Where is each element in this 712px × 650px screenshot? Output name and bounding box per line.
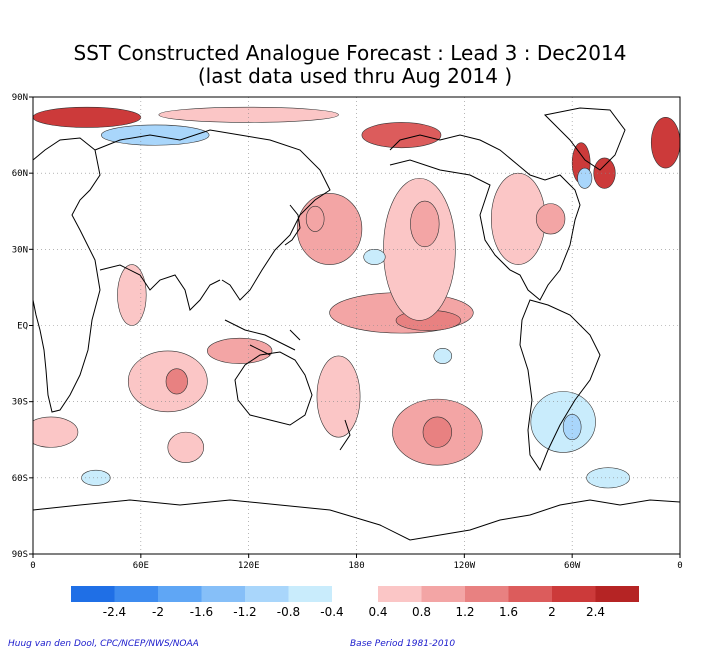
colorbar-pos-label-3: 1.6 (499, 605, 518, 619)
y-tick-label-0: 90N (12, 93, 28, 103)
colorbar-pos-swatch-5 (595, 586, 639, 602)
anomaly-region-29 (433, 348, 453, 364)
colorbar-pos-label-0: 0.4 (368, 605, 387, 619)
x-tick-label-1: 60E (133, 561, 149, 571)
anomaly-region-26 (363, 249, 386, 265)
anomaly-region-9 (535, 203, 566, 235)
colorbar-pos-label-5: 2.4 (586, 605, 605, 619)
colorbar-neg-label-5: -0.4 (320, 605, 343, 619)
coastline-greenland (543, 107, 626, 171)
colorbar-pos-swatch-4 (552, 586, 596, 602)
anomaly-region-7 (422, 416, 453, 448)
chart-subtitle: (last data used thru Aug 2014 ) (198, 64, 512, 88)
anomaly-region-23 (100, 124, 210, 146)
colorbar-neg-label-4: -0.8 (277, 605, 300, 619)
coastline-asia-north (94, 129, 331, 301)
colorbar-pos-label-4: 2 (548, 605, 556, 619)
anomaly-region-16 (167, 431, 205, 463)
colorbar-neg-swatch-0 (71, 586, 115, 602)
anomaly-region-4 (296, 193, 363, 265)
coastline-australia (234, 351, 313, 426)
y-tick-label-1: 60N (12, 169, 28, 179)
x-tick-label-2: 120E (238, 561, 260, 571)
colorbar: -2.4 -2 -1.6 -1.2 -0.8 -0.4 0.4 0.8 1.2 1.6 2 2.4 (71, 586, 639, 619)
colorbar-pos-label-2: 1.2 (455, 605, 474, 619)
colorbar-neg-swatch-3 (201, 586, 245, 602)
x-tick-label-0: 0 (30, 561, 35, 571)
colorbar-neg-label-3: -1.2 (233, 605, 256, 619)
x-tick-label-3: 180 (348, 561, 364, 571)
coastline-south-america (519, 299, 601, 472)
colorbar-neg-label-1: -2 (152, 605, 164, 619)
coastlines (33, 107, 680, 541)
x-tick-label-4: 120W (453, 561, 475, 571)
colorbar-pos-swatch-3 (508, 586, 552, 602)
anomaly-region-18 (158, 106, 339, 123)
anomaly-region-19 (361, 122, 442, 149)
anomaly-region-17 (33, 106, 142, 128)
coastline-arabia-india (99, 264, 221, 311)
anomaly-region-22 (593, 157, 616, 189)
x-axis-ticks: 0 60E 120E 180 120W 60W 0 (30, 554, 683, 571)
colorbar-neg-swatch-2 (158, 586, 202, 602)
coastline-new-zealand (339, 419, 351, 451)
gridlines (33, 97, 680, 554)
colorbar-neg-swatch-4 (245, 586, 289, 602)
colorbar-pos-swatch-2 (465, 586, 509, 602)
anomaly-region-13 (316, 355, 361, 438)
y-tick-label-5: 60S (12, 474, 28, 484)
credit-right: Base Period 1981-2010 (350, 639, 455, 649)
anomaly-region-5 (305, 205, 325, 232)
colorbar-pos-label-1: 0.8 (412, 605, 431, 619)
anomaly-region-25 (562, 414, 582, 441)
anomaly-region-11 (165, 368, 188, 395)
y-axis-ticks: 90N 60N 30N EQ 30S 60S 90S (12, 93, 33, 560)
coastline-north-america (389, 134, 581, 301)
anomaly-region-15 (33, 416, 79, 448)
x-tick-label-5: 60W (564, 561, 581, 571)
coastline-indonesia (224, 319, 301, 356)
anomaly-region-27 (577, 167, 593, 189)
chart-title: SST Constructed Analogue Forecast : Lead… (74, 41, 627, 65)
colorbar-neg-swatch-5 (288, 586, 332, 602)
y-tick-label-3: EQ (17, 322, 28, 332)
anomaly-region-24 (530, 391, 596, 453)
anomaly-region-21 (650, 117, 680, 169)
anomaly-region-2 (383, 177, 456, 321)
colorbar-neg-label-2: -1.6 (190, 605, 213, 619)
coastline-antarctica (33, 499, 680, 541)
y-tick-label-2: 30N (12, 245, 28, 255)
y-tick-label-4: 30S (12, 398, 28, 408)
y-tick-label-6: 90S (12, 550, 28, 560)
colorbar-pos-swatch-0 (378, 586, 422, 602)
credit-left: Huug van den Dool, CPC/NCEP/NWS/NOAA (8, 639, 199, 649)
colorbar-neg-label-0: -2.4 (103, 605, 126, 619)
anomaly-region-3 (410, 200, 440, 248)
anomaly-layer (33, 106, 680, 489)
x-tick-label-6: 0 (677, 561, 682, 571)
coastline-japan (284, 204, 301, 246)
coastline-africa-europe (33, 137, 101, 413)
colorbar-neg-swatch-1 (114, 586, 158, 602)
anomaly-region-14 (117, 264, 147, 326)
colorbar-pos-swatch-1 (421, 586, 465, 602)
